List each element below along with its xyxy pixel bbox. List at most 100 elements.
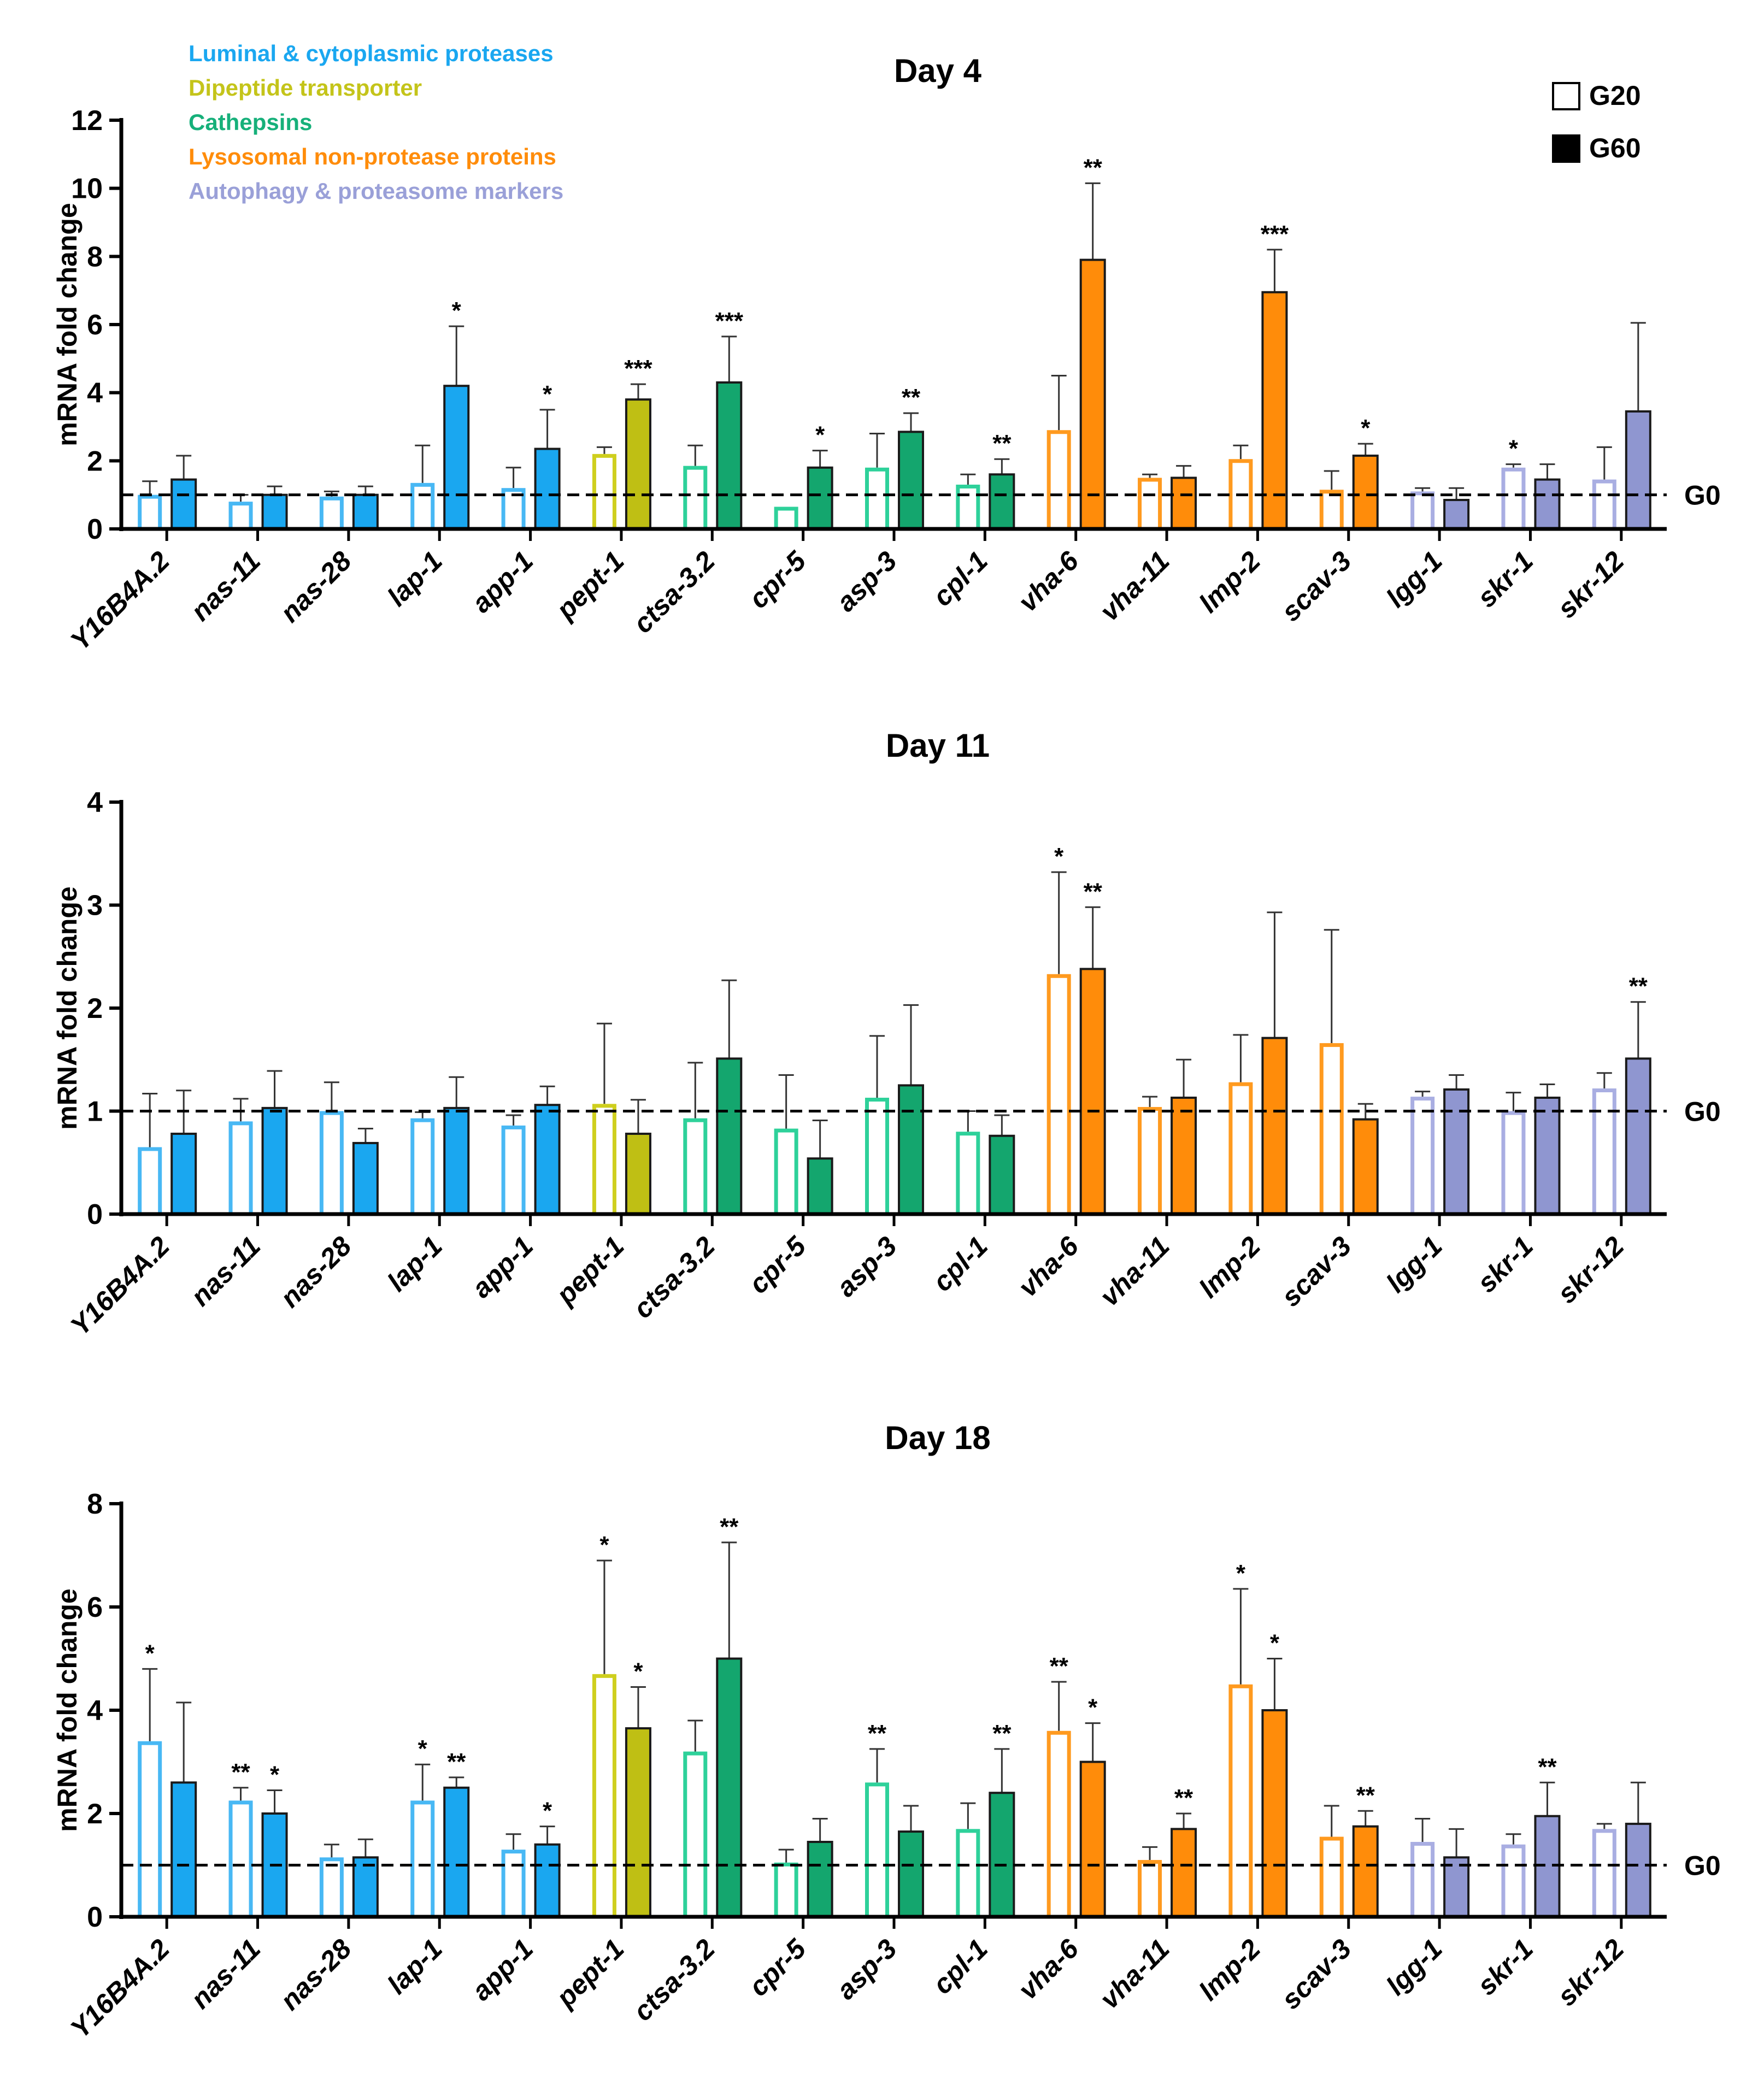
bar-g60-lmp-2 xyxy=(1261,1037,1288,1216)
x-tick-label-skr-1: skr-1 xyxy=(1471,1230,1539,1298)
category-legend-entry-3: Cathepsins xyxy=(189,109,312,135)
source-legend: G20 G60 xyxy=(1552,80,1641,163)
bar-g20-Y16B4A.2 xyxy=(138,1147,162,1216)
y-tick-label: 8 xyxy=(87,1488,103,1520)
bar-g20-cpl-1 xyxy=(956,1829,980,1919)
bar-g20-nas-28 xyxy=(319,496,344,531)
bar-g20-cpr-5 xyxy=(774,1128,798,1216)
bar-g60-vha-11 xyxy=(1171,1096,1197,1215)
bar-g60-ctsa-3.2 xyxy=(716,1057,743,1215)
significance-g60-ctsa-3.2: ** xyxy=(720,1514,739,1540)
x-tick-label-cpr-5: cpr-5 xyxy=(743,545,812,614)
significance-g60-scav-3: ** xyxy=(1356,1782,1375,1809)
x-tick-label-vha-6: vha-6 xyxy=(1013,1230,1085,1303)
bar-g60-vha-6 xyxy=(1079,258,1106,530)
bar-g60-skr-12 xyxy=(1625,1057,1651,1215)
bar-g60-lmp-2 xyxy=(1261,291,1288,530)
y-tick-label: 2 xyxy=(87,1798,103,1830)
category-legend-entry-5: Autophagy & proteasome markers xyxy=(189,178,563,204)
bar-g20-nas-11 xyxy=(228,502,253,531)
x-tick-label-vha-11: vha-11 xyxy=(1094,1230,1175,1312)
bar-g60-skr-12 xyxy=(1625,1822,1651,1918)
bar-g20-vha-11 xyxy=(1138,478,1162,531)
bar-g20-ctsa-3.2 xyxy=(683,466,708,531)
y-tick-label: 0 xyxy=(87,1199,103,1230)
significance-g60-vha-6: * xyxy=(1088,1694,1098,1721)
bar-g60-scav-3 xyxy=(1352,1118,1379,1216)
x-tick-label-scav-3: scav-3 xyxy=(1275,1933,1357,2015)
bar-g20-cpr-5 xyxy=(774,1862,798,1919)
significance-g20-vha-6: * xyxy=(1054,843,1064,870)
bar-g20-ctsa-3.2 xyxy=(683,1751,708,1919)
bar-g60-skr-1 xyxy=(1534,478,1561,530)
x-tick-label-vha-6: vha-6 xyxy=(1013,545,1085,617)
bar-g20-scav-3 xyxy=(1319,1043,1344,1216)
bar-g60-vha-11 xyxy=(1171,476,1197,530)
bar-g20-cpl-1 xyxy=(956,1132,980,1216)
bar-g20-skr-12 xyxy=(1592,1829,1616,1919)
bar-g20-app-1 xyxy=(501,1125,526,1216)
significance-g20-vha-6: ** xyxy=(1050,1653,1069,1680)
bar-g20-vha-6 xyxy=(1046,430,1071,531)
bar-g20-lmp-2 xyxy=(1228,1684,1253,1919)
bar-g60-cpl-1 xyxy=(989,1134,1015,1215)
significance-g20-lmp-2: * xyxy=(1236,1560,1246,1587)
bar-g20-pept-1 xyxy=(592,1674,616,1919)
bar-g60-Y16B4A.2 xyxy=(170,478,197,530)
y-tick-label: 6 xyxy=(87,1592,103,1623)
y-tick-label: 0 xyxy=(87,1901,103,1933)
significance-g60-skr-1: ** xyxy=(1538,1753,1557,1780)
x-tick-label-Y16B4A.2: Y16B4A.2 xyxy=(64,545,175,656)
bar-g60-Y16B4A.2 xyxy=(170,1781,197,1918)
bar-g60-cpr-5 xyxy=(807,1840,833,1918)
significance-g60-app-1: * xyxy=(543,1798,552,1824)
significance-g60-cpl-1: ** xyxy=(992,430,1012,457)
x-tick-label-cpl-1: cpl-1 xyxy=(927,545,993,612)
source-legend-label-g60: G60 xyxy=(1589,133,1641,163)
y-tick-label: 3 xyxy=(87,890,103,922)
x-tick-label-vha-6: vha-6 xyxy=(1013,1933,1085,2005)
x-tick-label-cpr-5: cpr-5 xyxy=(743,1933,812,2002)
x-tick-label-Y16B4A.2: Y16B4A.2 xyxy=(64,1230,175,1341)
x-tick-label-lmp-2: lmp-2 xyxy=(1193,1933,1266,2006)
category-legend: Luminal & cytoplasmic proteases Dipeptide… xyxy=(189,40,563,204)
x-tick-label-nas-28: nas-28 xyxy=(274,1933,357,2016)
significance-g60-scav-3: * xyxy=(1361,415,1371,441)
category-legend-entry-2: Dipeptide transporter xyxy=(189,75,422,101)
x-tick-label-lap-1: lap-1 xyxy=(381,545,448,612)
x-tick-label-nas-11: nas-11 xyxy=(185,545,266,627)
significance-g20-pept-1: * xyxy=(599,1532,609,1558)
category-legend-entry-4: Lysosomal non-protease proteins xyxy=(189,144,556,169)
x-tick-label-asp-3: asp-3 xyxy=(831,545,903,617)
bar-g20-vha-6 xyxy=(1046,974,1071,1216)
bar-g20-lmp-2 xyxy=(1228,1082,1253,1216)
bar-g20-vha-11 xyxy=(1138,1860,1162,1919)
reference-label-g0: G0 xyxy=(1684,1851,1721,1881)
bar-g60-lgg-1 xyxy=(1443,499,1470,530)
x-tick-label-lmp-2: lmp-2 xyxy=(1193,545,1266,619)
bar-g20-vha-11 xyxy=(1138,1106,1162,1216)
y-axis-label: mRNA fold change xyxy=(52,886,83,1129)
bar-g60-skr-12 xyxy=(1625,410,1651,531)
bar-g20-lgg-1 xyxy=(1410,1841,1435,1919)
y-tick-label: 10 xyxy=(71,173,103,205)
bar-g20-pept-1 xyxy=(592,1104,616,1216)
significance-g60-pept-1: * xyxy=(633,1658,643,1685)
chart-title: Day 4 xyxy=(894,52,982,89)
bar-g20-skr-1 xyxy=(1501,1111,1526,1216)
bar-g20-skr-1 xyxy=(1501,467,1526,531)
bar-g20-ctsa-3.2 xyxy=(683,1118,708,1216)
significance-g60-lap-1: ** xyxy=(447,1748,466,1775)
y-axis-label: mRNA fold change xyxy=(52,1588,83,1832)
y-axis-label: mRNA fold change xyxy=(52,203,83,446)
bar-g60-lap-1 xyxy=(443,1106,470,1215)
bar-g20-scav-3 xyxy=(1319,1836,1344,1919)
bar-g20-skr-12 xyxy=(1592,479,1616,531)
reference-label-g0: G0 xyxy=(1684,1097,1721,1127)
bar-g20-scav-3 xyxy=(1319,490,1344,531)
bar-g60-Y16B4A.2 xyxy=(170,1132,197,1215)
bar-g60-skr-1 xyxy=(1534,1096,1561,1215)
bar-g60-lgg-1 xyxy=(1443,1088,1470,1216)
